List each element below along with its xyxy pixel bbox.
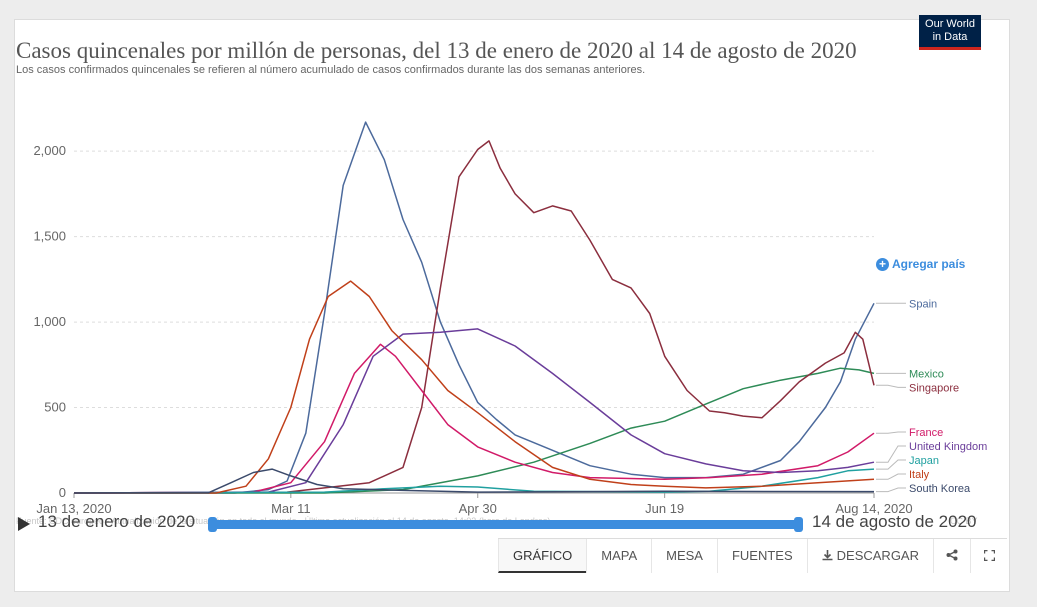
x-tick-label: Mar 11 [271, 501, 311, 516]
series-layer [73, 121, 875, 494]
share-icon [946, 549, 958, 561]
license-note: CC BY [950, 516, 978, 526]
x-tick-label: Jan 13, 2020 [36, 501, 111, 516]
timeline-start-label: 13 de enero de 2020 [38, 512, 195, 531]
timeline-end-label: 14 de agosto de 2020 [812, 512, 977, 531]
legend-label: Spain [909, 298, 937, 310]
series-line [74, 367, 875, 494]
tab-chart[interactable]: GRÁFICO [498, 539, 587, 573]
series-line [73, 468, 875, 494]
y-tick-label: 500 [44, 400, 66, 415]
share-button[interactable] [933, 539, 970, 573]
y-tick-label: 2,000 [33, 143, 66, 158]
series-line [74, 280, 875, 494]
timeline: 13 de enero de 2020 14 de agosto de 2020 [16, 510, 996, 540]
tab-download[interactable]: DESCARGAR [806, 539, 933, 573]
chart-subtitle: Los casos confirmados quincenales se ref… [16, 64, 646, 76]
chart-title: Casos quincenales por millón de personas… [16, 38, 857, 63]
series-line [73, 468, 875, 494]
legend-label: United Kingdom [909, 441, 987, 453]
x-tick-label: Apr 30 [459, 501, 497, 516]
axis-layer: 0 500 1,000 1,500 2,000 Jan 13, 2020 Mar 11 Apr… [33, 143, 912, 516]
timeline-start-handle[interactable] [208, 517, 217, 532]
legend-label: South Korea [909, 483, 971, 495]
legend-connector [876, 459, 906, 470]
series-line [73, 343, 875, 494]
tab-sources-label: FUENTES [731, 548, 793, 563]
series-line [73, 328, 875, 494]
add-country-label: Agregar país [892, 257, 966, 271]
plus-icon: + [876, 258, 889, 271]
legend-layer: Spain Mexico Singapore France United Kingdom… [876, 298, 987, 495]
logo-line-2: in Data [932, 31, 968, 43]
fullscreen-button[interactable] [970, 539, 1007, 573]
legend-label: Singapore [909, 382, 959, 394]
tab-map-label: MAPA [601, 548, 638, 563]
x-tick-label: Aug 14, 2020 [835, 501, 912, 516]
tab-table[interactable]: MESA [651, 539, 717, 573]
tab-download-label: DESCARGAR [836, 548, 919, 563]
legend-label: Mexico [909, 368, 944, 380]
y-tick-label: 0 [59, 485, 66, 500]
legend-connector [876, 384, 906, 388]
legend-connector [876, 431, 906, 434]
timeline-end-handle[interactable] [794, 517, 803, 532]
legend-connector [876, 473, 906, 480]
owid-logo[interactable]: Our World in Data [919, 15, 981, 50]
tab-map[interactable]: MAPA [586, 539, 651, 573]
timeline-track[interactable] [212, 520, 798, 529]
chart-tabs: GRÁFICO MAPA MESA FUENTES DESCARGAR [498, 538, 1007, 573]
legend-label: France [909, 427, 943, 439]
series-line [74, 121, 875, 494]
download-icon [822, 550, 833, 561]
legend-label: Italy [909, 469, 930, 481]
legend-label: Japan [909, 455, 939, 467]
chart-card [14, 19, 1010, 592]
logo-line-1: Our World [925, 18, 975, 30]
legend-connector [876, 445, 906, 463]
series-line [73, 140, 875, 494]
x-tick-label: Jun 19 [645, 501, 684, 516]
grid-layer [74, 150, 874, 409]
y-tick-label: 1,000 [33, 314, 66, 329]
fullscreen-icon [983, 549, 995, 562]
y-tick-label: 1,500 [33, 229, 66, 244]
legend-connector [876, 487, 906, 493]
tab-chart-label: GRÁFICO [513, 548, 573, 563]
tab-table-label: MESA [666, 548, 703, 563]
play-icon[interactable] [18, 517, 30, 531]
tab-sources[interactable]: FUENTES [716, 539, 807, 573]
add-country-button[interactable]: + Agregar país [876, 257, 965, 271]
